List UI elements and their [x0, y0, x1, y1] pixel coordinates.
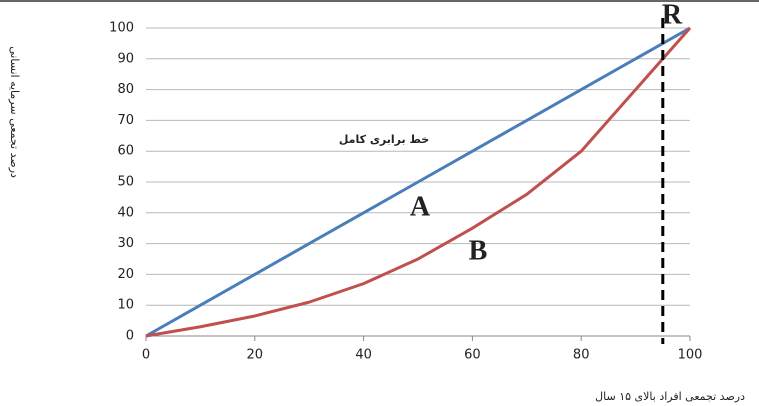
y-tick-label: 80	[117, 82, 134, 97]
y-tick-label: 100	[109, 21, 134, 36]
y-tick-label: 60	[117, 144, 134, 159]
series-line	[145, 26, 691, 338]
x-tick-label: 100	[678, 348, 703, 363]
x-tick-label: 80	[573, 348, 590, 363]
y-tick-label: 30	[117, 236, 134, 251]
y-tick-label: 10	[117, 298, 134, 313]
y-tick-label: 0	[126, 329, 134, 344]
annotation: A	[410, 191, 431, 222]
x-tick-label: 0	[142, 348, 150, 363]
x-axis-label: درصد تجمعی افراد بالای ۱۵ سال	[595, 390, 745, 403]
y-tick-label: 50	[117, 175, 134, 190]
annotation: B	[469, 235, 488, 266]
annotation: خط برابری کامل	[339, 133, 429, 146]
annotation: R	[662, 0, 683, 30]
x-tick-label: 60	[464, 348, 481, 363]
y-tick-label: 20	[117, 267, 134, 282]
y-axis-label: درصد تجمعی سرمایه انسانی	[8, 46, 21, 178]
y-tick-label: 40	[117, 205, 134, 220]
x-tick-label: 40	[355, 348, 372, 363]
series-line	[145, 27, 692, 338]
y-tick-label: 70	[117, 113, 134, 128]
x-tick-label: 20	[247, 348, 264, 363]
y-tick-label: 90	[117, 51, 134, 66]
